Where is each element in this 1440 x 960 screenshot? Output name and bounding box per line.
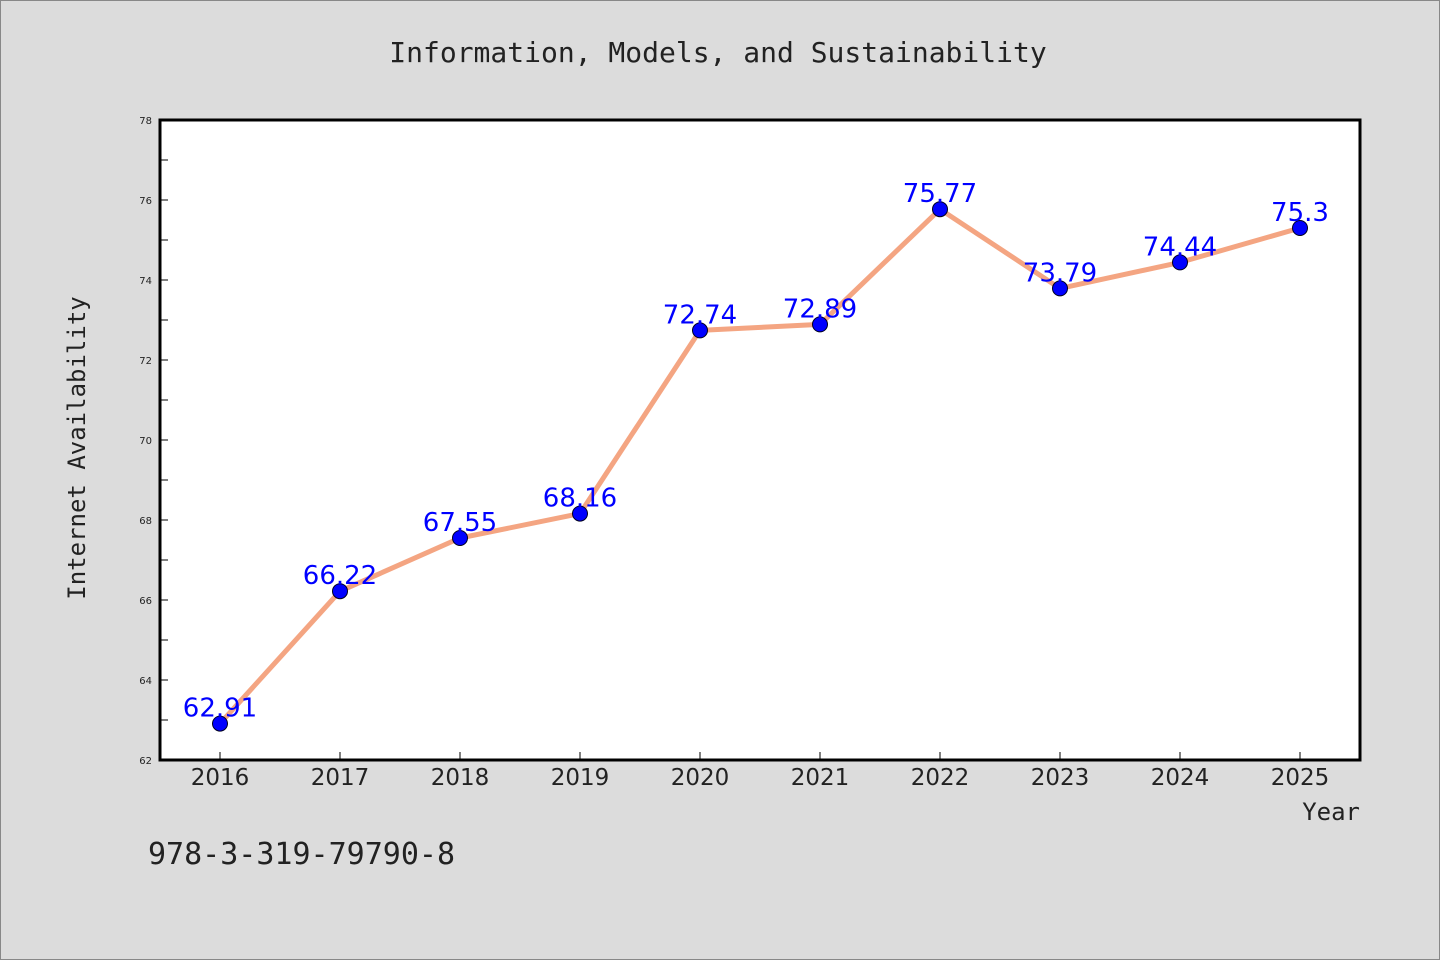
y-tick-label: 68 [139, 516, 152, 527]
y-tick-label: 70 [139, 436, 152, 447]
data-point [1052, 280, 1068, 297]
data-point [812, 316, 828, 333]
data-label: 72.74 [663, 300, 737, 330]
data-label: 75.77 [903, 179, 977, 209]
data-point [452, 530, 468, 546]
y-tick-label: 74 [139, 276, 152, 287]
data-point [932, 201, 948, 218]
x-axis-ticks: 2016 2017 2018 2019 2020 2021 2022 2023 2024 2025 [191, 752, 1330, 791]
data-label: 62.91 [183, 694, 257, 724]
y-axis-ticks: 62 64 66 68 70 72 74 76 78 [139, 116, 168, 767]
y-tick-label: 64 [139, 676, 152, 687]
data-label: 67.55 [423, 508, 497, 538]
y-tick-label: 76 [139, 196, 152, 207]
x-tick-label: 2022 [911, 765, 970, 791]
y-axis-label: Internet Availability [63, 296, 91, 599]
x-tick-label: 2020 [671, 765, 730, 791]
y-tick-label: 66 [139, 596, 152, 607]
series-line [218, 206, 1301, 726]
data-label: 74.44 [1143, 232, 1217, 262]
y-tick-label: 78 [139, 116, 152, 127]
x-tick-label: 2024 [1151, 765, 1210, 791]
y-tick-label: 72 [139, 356, 152, 367]
chart-title: Information, Models, and Sustainability [389, 36, 1046, 69]
data-point [1172, 254, 1188, 271]
data-label: 73.79 [1023, 258, 1097, 288]
data-label: 72.89 [783, 294, 857, 324]
y-tick-label: 62 [139, 756, 152, 767]
x-tick-label: 2025 [1271, 765, 1330, 791]
series-markers [212, 201, 1308, 732]
x-tick-label: 2019 [551, 765, 610, 791]
data-point [572, 505, 588, 522]
plot-area [158, 118, 1362, 762]
data-label: 68.16 [543, 484, 617, 514]
data-label: 75.3 [1271, 198, 1329, 228]
x-tick-label: 2017 [311, 765, 370, 791]
isbn-footnote: 978-3-319-79790-8 [148, 837, 455, 872]
data-point [692, 322, 708, 339]
x-tick-label: 2023 [1031, 765, 1090, 791]
x-axis-label: Year [1302, 798, 1360, 826]
data-point [212, 715, 228, 732]
x-tick-label: 2016 [191, 765, 250, 791]
x-tick-label: 2018 [431, 765, 490, 791]
data-point [332, 583, 348, 600]
x-tick-label: 2021 [791, 765, 850, 791]
data-label: 66.22 [303, 561, 377, 591]
data-labels: 62.91 66.22 67.55 68.16 72.74 72.89 75.77 73.79… [183, 179, 1329, 723]
data-point [1292, 220, 1308, 236]
